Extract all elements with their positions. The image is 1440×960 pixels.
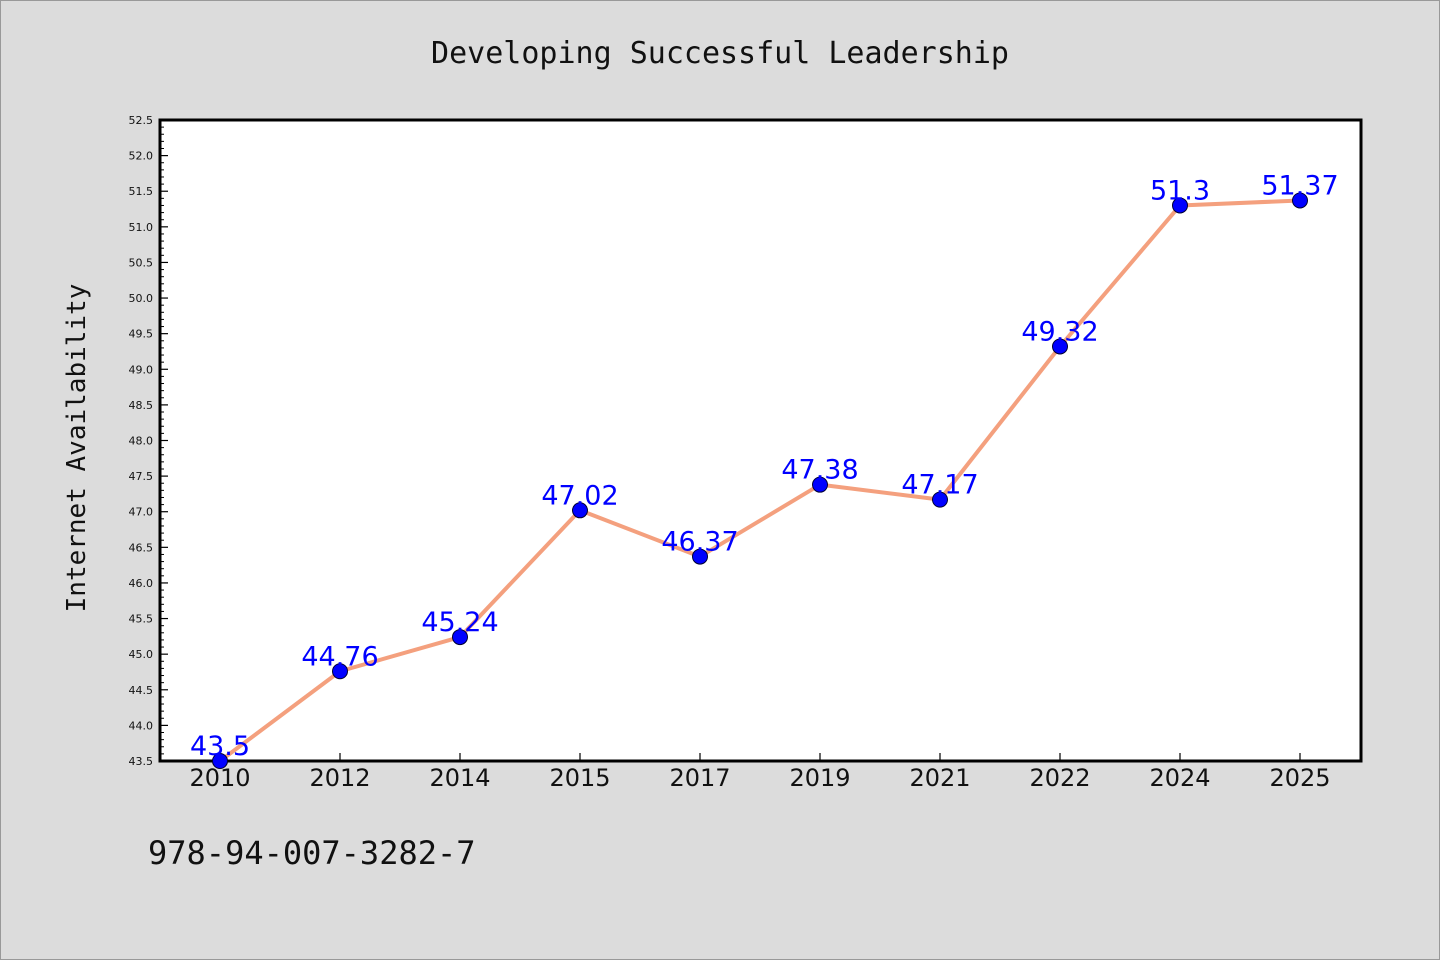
y-tick-label: 49.0 [129, 363, 154, 376]
data-label: 51.3 [1150, 175, 1210, 206]
data-label: 51.37 [1261, 170, 1338, 201]
y-tick-label: 47.5 [129, 470, 154, 483]
data-point [1052, 338, 1068, 355]
isbn-text: 978-94-007-3282-7 [148, 834, 476, 872]
y-tick-label: 46.5 [129, 541, 154, 554]
y-tick-label: 47.0 [129, 506, 154, 519]
data-point [1172, 197, 1188, 214]
x-tick-label: 2024 [1149, 764, 1210, 792]
y-tick-label: 48.5 [129, 399, 154, 412]
data-labels: 43.5 44.76 45.24 47.02 46.37 47.38 47.17 49.32 5… [190, 170, 1339, 762]
data-point [332, 663, 348, 680]
y-tick-label: 51.0 [129, 221, 154, 234]
data-label: 44.76 [301, 641, 378, 672]
y-tick-label: 51.5 [129, 185, 154, 198]
y-tick-label: 50.0 [129, 292, 154, 305]
data-label: 47.02 [541, 480, 618, 511]
y-tick-label: 45.0 [129, 648, 154, 661]
y-tick-label: 49.5 [129, 328, 154, 341]
data-label: 45.24 [421, 607, 498, 638]
data-point [692, 548, 708, 565]
data-point [212, 753, 228, 769]
y-tick-label: 45.5 [129, 613, 154, 626]
y-tick-label: 43.5 [129, 755, 154, 768]
chart-title: Developing Successful Leadership [431, 36, 1009, 71]
x-tick-label: 2019 [789, 764, 850, 792]
y-tick-label: 44.0 [129, 719, 154, 732]
y-tick-label: 44.5 [129, 684, 154, 697]
data-label: 43.5 [190, 731, 250, 762]
x-axis-ticks: 2010 2012 2014 2015 2017 2019 2021 2022 2024 2025 [189, 753, 1331, 792]
data-point [452, 629, 468, 646]
data-point [572, 502, 588, 519]
y-tick-label: 46.0 [129, 577, 154, 590]
y-tick-label: 48.0 [129, 435, 154, 448]
y-tick-label: 52.0 [129, 150, 154, 163]
data-point [812, 476, 828, 493]
x-tick-label: 2025 [1269, 764, 1330, 792]
x-tick-label: 2017 [669, 764, 730, 792]
data-label: 47.38 [781, 455, 858, 486]
x-tick-label: 2015 [549, 764, 610, 792]
data-point [1292, 192, 1308, 209]
series-layer [212, 192, 1308, 769]
data-label: 47.17 [901, 470, 978, 501]
x-tick-label: 2021 [909, 764, 970, 792]
y-axis-ticks: 43.5 44.0 44.5 45.0 45.5 46.0 46.5 47.0 47.5 48.0… [129, 114, 168, 768]
x-tick-label: 2012 [309, 764, 370, 792]
x-tick-label: 2022 [1029, 764, 1090, 792]
y-tick-label: 52.5 [129, 114, 154, 127]
x-tick-label: 2014 [429, 764, 490, 792]
data-label: 46.37 [661, 527, 738, 558]
y-axis-label: Internet Availability [62, 284, 92, 613]
series-line [218, 198, 1302, 763]
data-label: 49.32 [1021, 316, 1098, 347]
y-tick-label: 50.5 [129, 256, 154, 269]
data-point [932, 491, 948, 508]
